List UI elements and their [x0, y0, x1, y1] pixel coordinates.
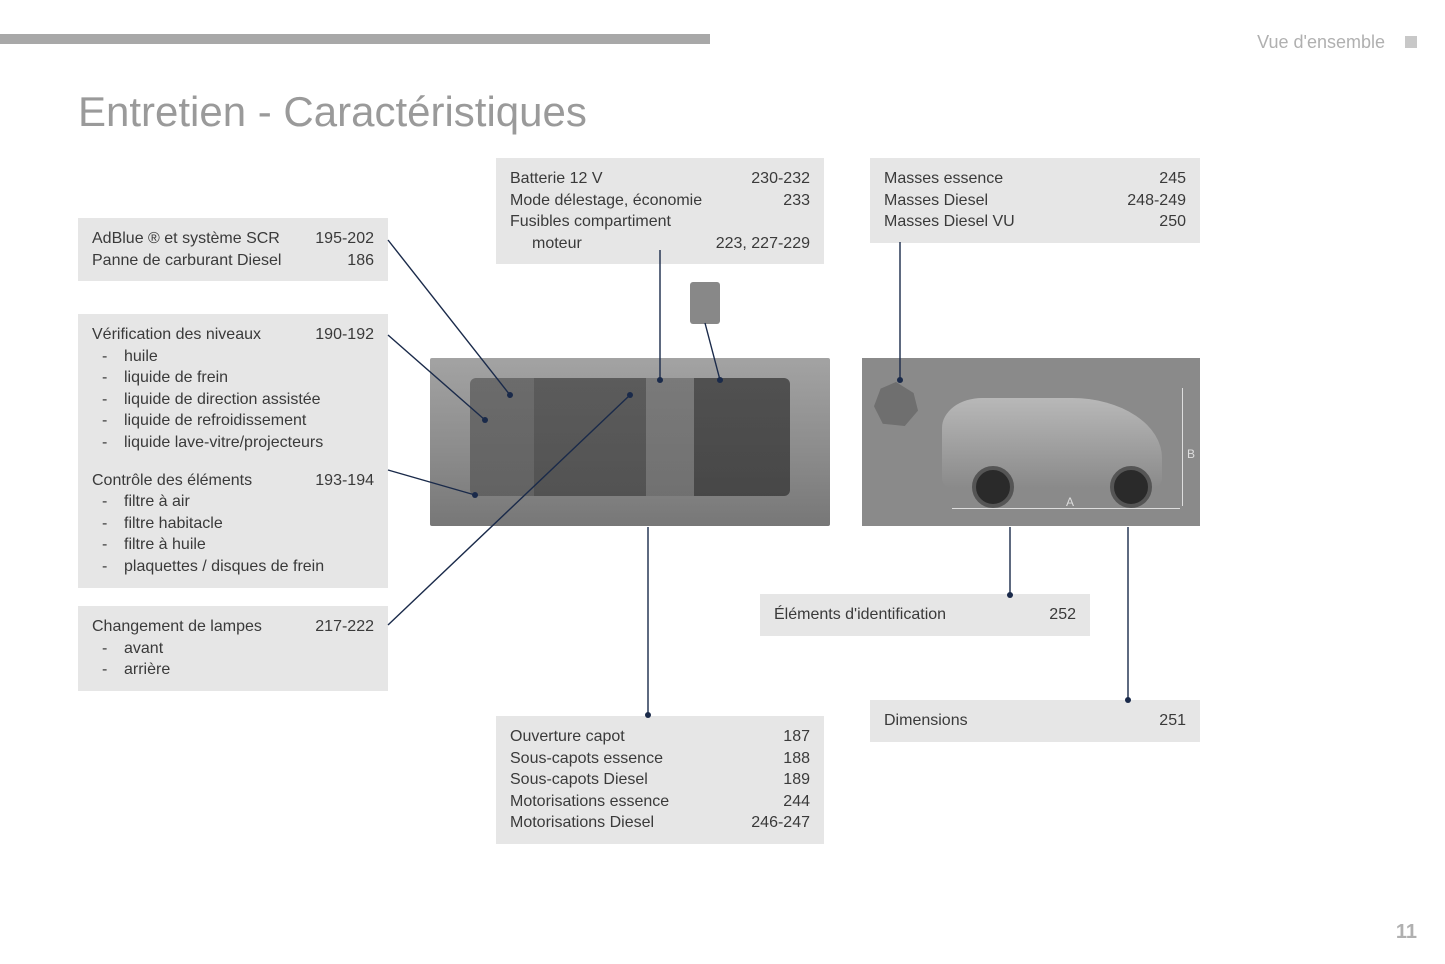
row-bonnet: Ouverture capot187 — [510, 726, 810, 748]
row-adblue-scr: AdBlue ® et système SCR195-202 — [92, 228, 374, 250]
row-engines-petrol: Motorisations essence244 — [510, 791, 810, 813]
box-levels-checks: Vérification des niveaux190-192 huile li… — [78, 314, 388, 588]
box-engine-access: Ouverture capot187 Sous-capots essence18… — [496, 716, 824, 844]
row-fuses-line2: moteur223, 227-229 — [510, 233, 810, 255]
wheel-rear-icon — [1110, 466, 1152, 508]
sub-brake-fluid: liquide de frein — [92, 367, 374, 389]
box-dimensions: Dimensions251 — [870, 700, 1200, 742]
sub-lamps-rear: arrière — [92, 659, 374, 681]
box-adblue: AdBlue ® et système SCR195-202 Panne de … — [78, 218, 388, 281]
row-diesel-fault: Panne de carburant Diesel186 — [92, 250, 374, 272]
page-title: Entretien - Caractéristiques — [78, 88, 587, 136]
row-checks-heading: Contrôle des éléments193-194 — [92, 470, 374, 492]
row-dimensions: Dimensions251 — [884, 710, 1186, 732]
box-battery-fuses: Batterie 12 V230-232 Mode délestage, éco… — [496, 158, 824, 264]
engine-bay-image — [430, 358, 830, 526]
car-side-image — [862, 358, 1200, 526]
row-identification: Éléments d'identification252 — [774, 604, 1076, 626]
header-section-label: Vue d'ensemble — [1257, 32, 1385, 53]
wheel-front-icon — [972, 466, 1014, 508]
row-lamps-heading: Changement de lampes217-222 — [92, 616, 374, 638]
row-mass-diesel-vu: Masses Diesel VU250 — [884, 211, 1186, 233]
row-mass-petrol: Masses essence245 — [884, 168, 1186, 190]
top-accent-bar — [0, 34, 710, 44]
sub-oil: huile — [92, 346, 374, 368]
row-battery: Batterie 12 V230-232 — [510, 168, 810, 190]
row-mass-diesel: Masses Diesel248-249 — [884, 190, 1186, 212]
page-number: 11 — [1396, 921, 1417, 944]
header-square-marker — [1405, 36, 1417, 48]
sub-cabin-filter: filtre habitacle — [92, 513, 374, 535]
sub-brake-pads: plaquettes / disques de frein — [92, 556, 374, 578]
row-underbonnet-petrol: Sous-capots essence188 — [510, 748, 810, 770]
sub-air-filter: filtre à air — [92, 491, 374, 513]
dimension-a-marker — [952, 508, 1180, 522]
fuse-icon — [690, 282, 720, 324]
row-engines-diesel: Motorisations Diesel246-247 — [510, 812, 810, 834]
rock-icon — [874, 382, 918, 426]
dimension-b-marker — [1182, 388, 1196, 506]
row-levels-heading: Vérification des niveaux190-192 — [92, 324, 374, 346]
box-masses: Masses essence245 Masses Diesel248-249 M… — [870, 158, 1200, 243]
sub-oil-filter: filtre à huile — [92, 534, 374, 556]
box-identification: Éléments d'identification252 — [760, 594, 1090, 636]
sub-lamps-front: avant — [92, 638, 374, 660]
row-fuses-line1: Fusibles compartiment — [510, 211, 810, 233]
box-lamps: Changement de lampes217-222 avant arrièr… — [78, 606, 388, 691]
sub-power-steering-fluid: liquide de direction assistée — [92, 389, 374, 411]
sub-coolant: liquide de refroidissement — [92, 410, 374, 432]
row-underbonnet-diesel: Sous-capots Diesel189 — [510, 769, 810, 791]
row-economy-mode: Mode délestage, économie233 — [510, 190, 810, 212]
sub-washer-fluid: liquide lave-vitre/projecteurs — [92, 432, 374, 454]
